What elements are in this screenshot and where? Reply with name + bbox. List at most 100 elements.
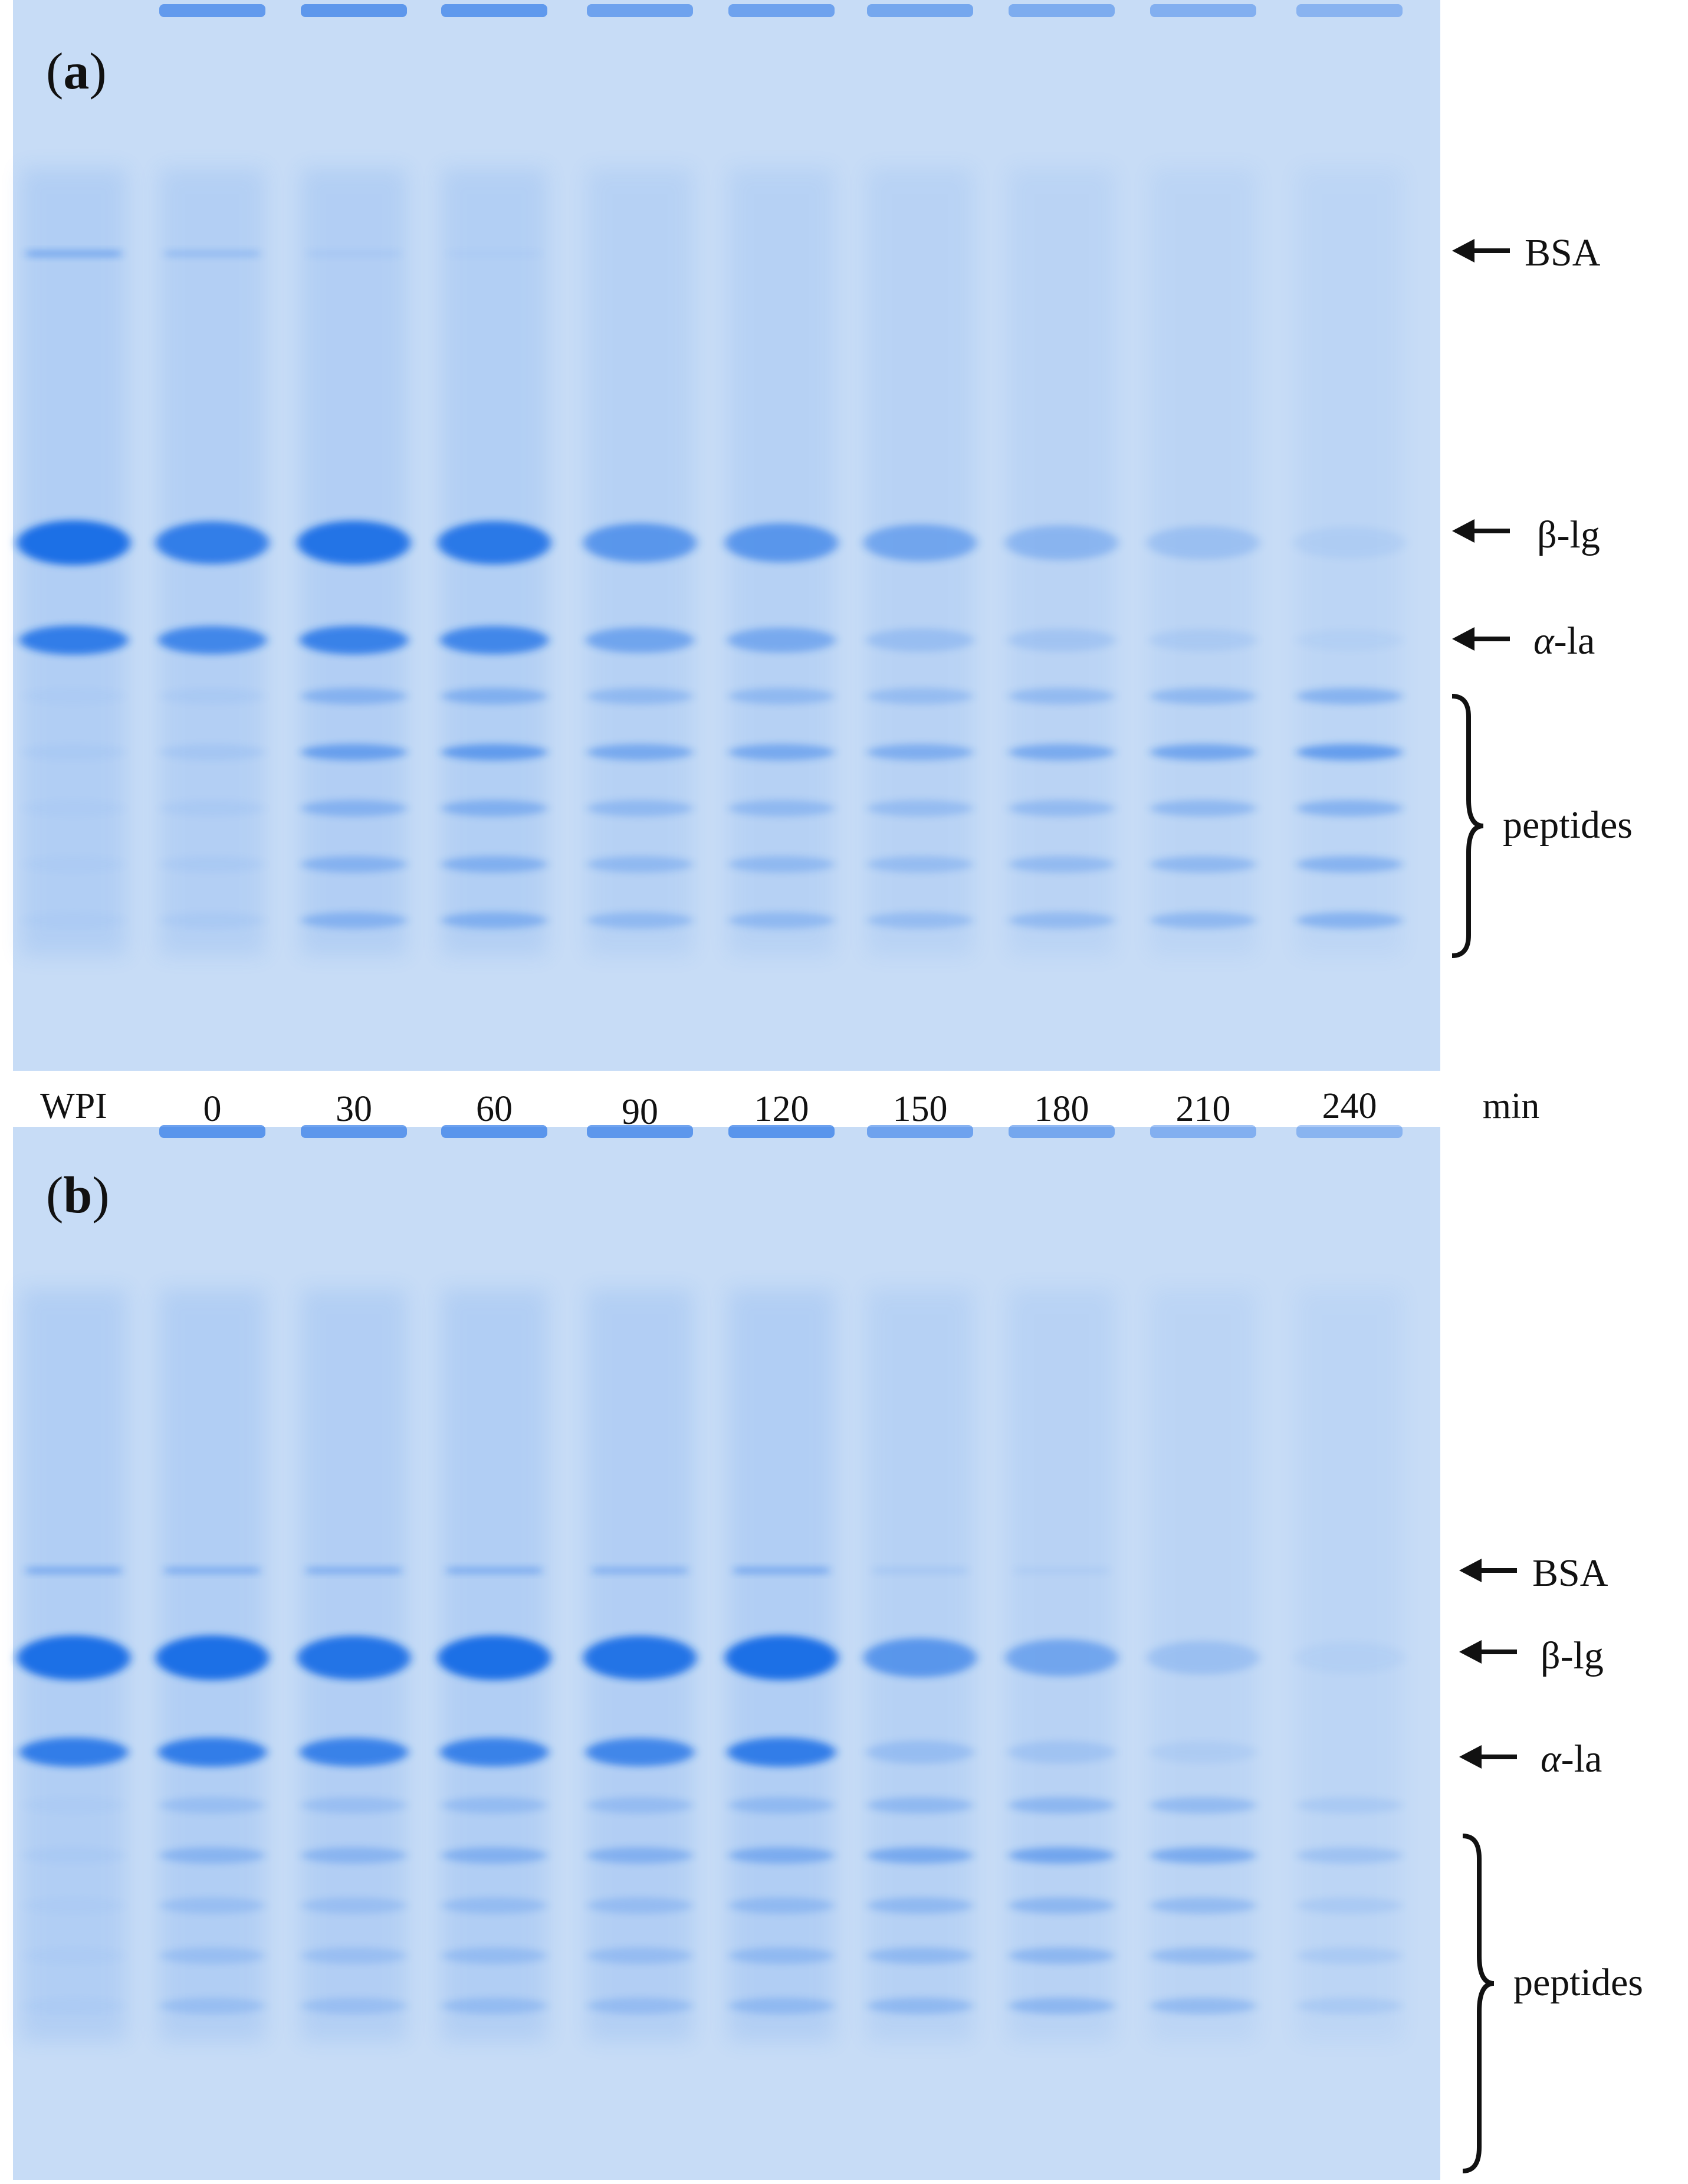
band-peptide (441, 856, 547, 873)
marker-label: β-lg (1537, 513, 1600, 556)
band-beta-lg (1147, 1641, 1260, 1675)
marker-label: α-la (1541, 1737, 1602, 1780)
lane-smear (867, 168, 973, 956)
gel-lane (17, 168, 130, 956)
lane-label: 30 (336, 1089, 372, 1129)
sample-well (301, 1125, 407, 1138)
band-alpha-la (586, 1738, 694, 1766)
panel-a: (a) BSA β-lg α-la peptides (13, 0, 1633, 1071)
gel-lane (863, 1125, 977, 2041)
band-peptide (21, 1897, 127, 1914)
arrow-head-icon (1452, 519, 1474, 543)
brace-icon (1462, 1834, 1495, 2173)
band-peptide (21, 800, 127, 816)
band-peptide (1009, 912, 1115, 929)
band-bsa (734, 1568, 829, 1573)
band-beta-lg (863, 524, 977, 562)
gel-lane (297, 4, 410, 956)
band-beta-lg (583, 523, 697, 563)
sample-well (1150, 4, 1256, 17)
marker-bsa-b: BSA (1459, 1552, 1608, 1595)
band-peptide (159, 744, 265, 760)
band-peptide (1009, 744, 1115, 760)
lane-smear (1009, 168, 1115, 956)
sample-well (728, 1125, 835, 1138)
band-beta-lg (438, 521, 551, 565)
band-bsa (27, 1568, 121, 1573)
marker-alpha-la-b: α-la (1459, 1737, 1602, 1780)
band-peptide (587, 1998, 693, 2014)
band-peptide (1009, 1998, 1115, 2014)
band-peptide (1009, 800, 1115, 816)
band-peptide (1009, 1797, 1115, 1814)
gel-lane (438, 4, 551, 956)
band-peptide (441, 1847, 547, 1864)
gel-lane (1147, 4, 1260, 956)
sample-well (1009, 1125, 1115, 1138)
marker-label: BSA (1525, 231, 1601, 274)
band-alpha-la (586, 627, 694, 653)
band-peptide (1150, 912, 1256, 929)
band-peptide (587, 800, 693, 816)
sample-well (159, 4, 265, 17)
lane-label: 150 (893, 1089, 948, 1129)
band-peptide (301, 744, 407, 760)
band-peptide (301, 856, 407, 873)
band-beta-lg (156, 1635, 269, 1680)
band-bsa (873, 1568, 967, 1573)
band-peptide (441, 800, 547, 816)
band-peptide (1296, 1998, 1403, 2014)
band-peptide (728, 688, 835, 704)
gel-lane (1005, 4, 1118, 956)
band-alpha-la (19, 625, 128, 655)
band-peptide (1150, 1998, 1256, 2014)
gel-b-lanes (17, 1125, 1406, 2041)
gel-lane (17, 1289, 130, 2041)
band-peptide (1009, 1947, 1115, 1964)
band-peptide (867, 1998, 973, 2014)
band-peptide (587, 744, 693, 760)
band-peptide (159, 1998, 265, 2014)
band-beta-lg (297, 520, 410, 565)
band-bsa (307, 251, 401, 257)
band-peptide (301, 912, 407, 929)
gel-lane (725, 4, 838, 956)
band-peptide (21, 688, 127, 704)
band-peptide (587, 1947, 693, 1964)
arrow-head-icon (1452, 627, 1474, 651)
band-peptide (1150, 1797, 1256, 1814)
band-peptide (159, 1797, 265, 1814)
band-peptide (1296, 744, 1403, 760)
band-peptide (1150, 1897, 1256, 1914)
lane-labels: WPI 0 30 60 90 120 150 180 210 240 min (40, 1086, 1539, 1132)
band-peptide (301, 800, 407, 816)
sample-well (1296, 1125, 1403, 1138)
band-alpha-la (1295, 629, 1404, 651)
marker-beta-lg-a: β-lg (1452, 513, 1600, 556)
band-peptide (301, 1797, 407, 1814)
band-beta-lg (1005, 525, 1118, 560)
band-peptide (867, 912, 973, 929)
gel-lane (1147, 1125, 1260, 2041)
gel-lane (156, 4, 269, 956)
band-peptide (159, 688, 265, 704)
band-beta-lg (438, 1635, 551, 1680)
lane-label: 210 (1176, 1089, 1231, 1129)
band-alpha-la (866, 1740, 974, 1764)
lane-label: 0 (203, 1089, 222, 1129)
band-peptide (21, 912, 127, 929)
arrow-head-icon (1459, 1559, 1482, 1582)
band-peptide (867, 1947, 973, 1964)
arrow-head-icon (1452, 239, 1474, 263)
band-beta-lg (1293, 527, 1406, 559)
band-peptide (728, 800, 835, 816)
band-beta-lg (17, 1635, 130, 1680)
band-peptide (587, 1797, 693, 1814)
band-peptide (1296, 1797, 1403, 1814)
marker-label: BSA (1532, 1552, 1608, 1595)
band-peptide (301, 1998, 407, 2014)
band-bsa (447, 251, 541, 257)
band-alpha-la (440, 1737, 549, 1767)
band-alpha-la (1149, 1741, 1257, 1763)
